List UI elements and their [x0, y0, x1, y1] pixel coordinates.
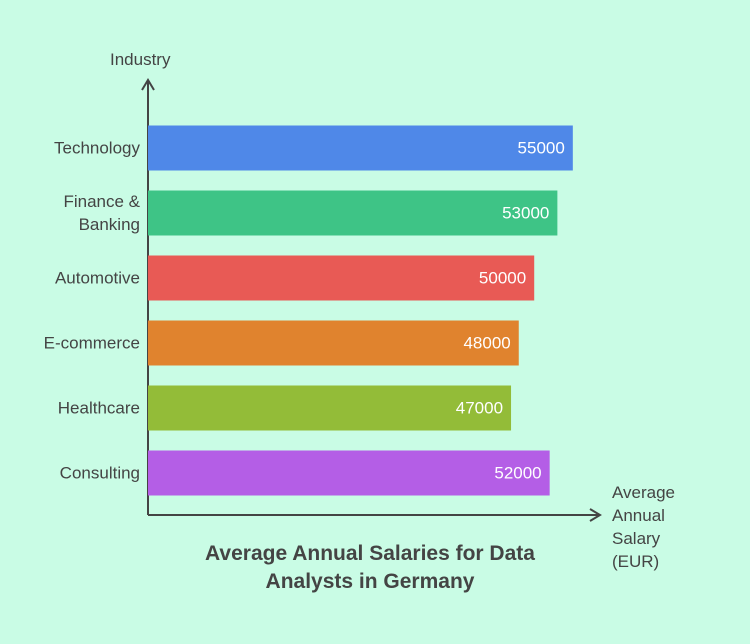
y-tick-label: E-commerce [43, 333, 140, 353]
value-label: 55000 [518, 138, 565, 157]
value-label: 53000 [502, 203, 549, 222]
bar [148, 190, 558, 236]
bar [148, 320, 519, 366]
y-tick-label: Healthcare [57, 398, 140, 418]
value-label: 47000 [456, 398, 503, 417]
y-tick-label: Finance & Banking [63, 192, 140, 234]
x-axis-label: Average Annual Salary (EUR) [612, 483, 676, 571]
value-label: 52000 [494, 463, 541, 482]
y-tick-label: Consulting [59, 463, 140, 483]
chart-title: Average Annual Salaries for Data Analyst… [205, 542, 535, 593]
value-label: 50000 [479, 268, 526, 287]
y-axis-label: Industry [110, 50, 171, 69]
bar [148, 450, 550, 496]
y-tick-label: Automotive [54, 268, 140, 288]
x-axis-arrow [589, 508, 602, 522]
y-axis-arrow [141, 78, 155, 91]
bar [148, 255, 535, 301]
bar [148, 385, 512, 431]
bar [148, 125, 573, 171]
value-label: 48000 [463, 333, 510, 352]
y-tick-label: Technology [53, 138, 140, 158]
